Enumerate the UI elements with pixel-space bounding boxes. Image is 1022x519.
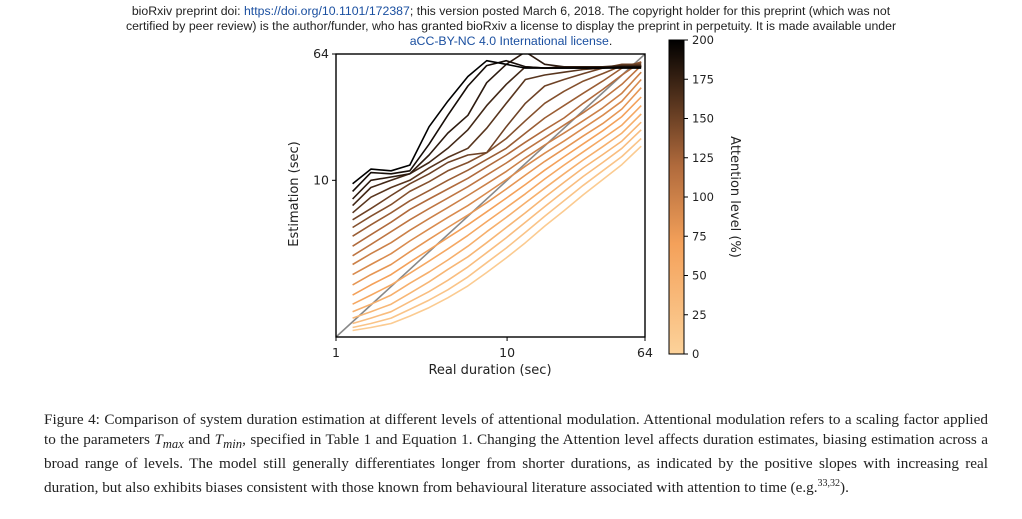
caption-label: Figure 4: bbox=[44, 411, 100, 428]
colorbar-tick-label-50: 50 bbox=[692, 269, 707, 283]
tmax-symbol: Tmax bbox=[154, 431, 184, 452]
colorbar-tick-label-175: 175 bbox=[692, 72, 714, 86]
series-line-attention-200 bbox=[352, 59, 642, 185]
series-line-attention-20 bbox=[352, 137, 642, 329]
series-line-attention-180 bbox=[352, 54, 642, 200]
series-line-attention-100 bbox=[352, 71, 642, 266]
colorbar-tick-label-150: 150 bbox=[692, 112, 714, 126]
series-line-attention-40 bbox=[352, 121, 642, 319]
series-line-attention-50 bbox=[352, 113, 642, 313]
series-line-attention-10 bbox=[352, 145, 642, 332]
colorbar-tick-label-0: 0 bbox=[692, 347, 699, 361]
series-line-attention-60 bbox=[352, 105, 642, 305]
series-line-attention-80 bbox=[352, 87, 642, 286]
doi-link[interactable]: https://doi.org/10.1101/172387 bbox=[243, 4, 410, 18]
x-tick-label-10: 10 bbox=[499, 345, 515, 360]
x-axis-label: Real duration (sec) bbox=[428, 363, 551, 378]
series-line-attention-110 bbox=[352, 65, 642, 257]
diagonal-reference-line bbox=[336, 54, 645, 337]
series-line-attention-90 bbox=[352, 78, 642, 276]
header-line-2: certified by peer review) is the author/… bbox=[125, 19, 897, 33]
y-tick-label-64: 64 bbox=[313, 46, 329, 61]
series-line-attention-70 bbox=[352, 96, 642, 296]
reference-superscript: 33,32 bbox=[817, 478, 841, 490]
series-line-attention-140 bbox=[352, 62, 642, 229]
colorbar-tick-label-125: 125 bbox=[692, 151, 714, 165]
y-tick-label-10: 10 bbox=[313, 172, 329, 187]
series-line-attention-150 bbox=[352, 63, 642, 221]
colorbar-tick-label-200: 200 bbox=[692, 33, 714, 47]
plot-frame bbox=[335, 53, 646, 338]
x-tick-label-64: 64 bbox=[637, 345, 653, 360]
series-line-attention-30 bbox=[352, 129, 642, 325]
x-tick-label-1: 1 bbox=[332, 345, 340, 360]
license-link[interactable]: aCC-BY-NC 4.0 International license bbox=[409, 34, 609, 48]
colorbar-label: Attention level (%) bbox=[727, 136, 742, 258]
attention-duration-figure: 1 10 64 64 10 Real duration (sec) Estimation… bbox=[287, 33, 742, 378]
header-line-1: bioRxiv preprint doi: https://doi.org/10… bbox=[131, 4, 891, 18]
colorbar-tick-label-100: 100 bbox=[692, 190, 714, 204]
series-line-attention-120 bbox=[352, 61, 642, 247]
series-line-attention-130 bbox=[352, 61, 642, 237]
header-line-3: aCC-BY-NC 4.0 International license. bbox=[409, 34, 613, 48]
figure-caption: Figure 4: Comparison of system duration … bbox=[44, 411, 988, 497]
tmin-symbol: Tmin bbox=[214, 431, 243, 452]
preprint-header: bioRxiv preprint doi: https://doi.org/10… bbox=[0, 4, 1022, 49]
colorbar bbox=[668, 39, 685, 355]
series-line-attention-170 bbox=[352, 64, 642, 207]
colorbar-tick-label-75: 75 bbox=[692, 229, 707, 243]
y-axis-label: Estimation (sec) bbox=[287, 141, 302, 246]
colorbar-tick-label-25: 25 bbox=[692, 308, 707, 322]
